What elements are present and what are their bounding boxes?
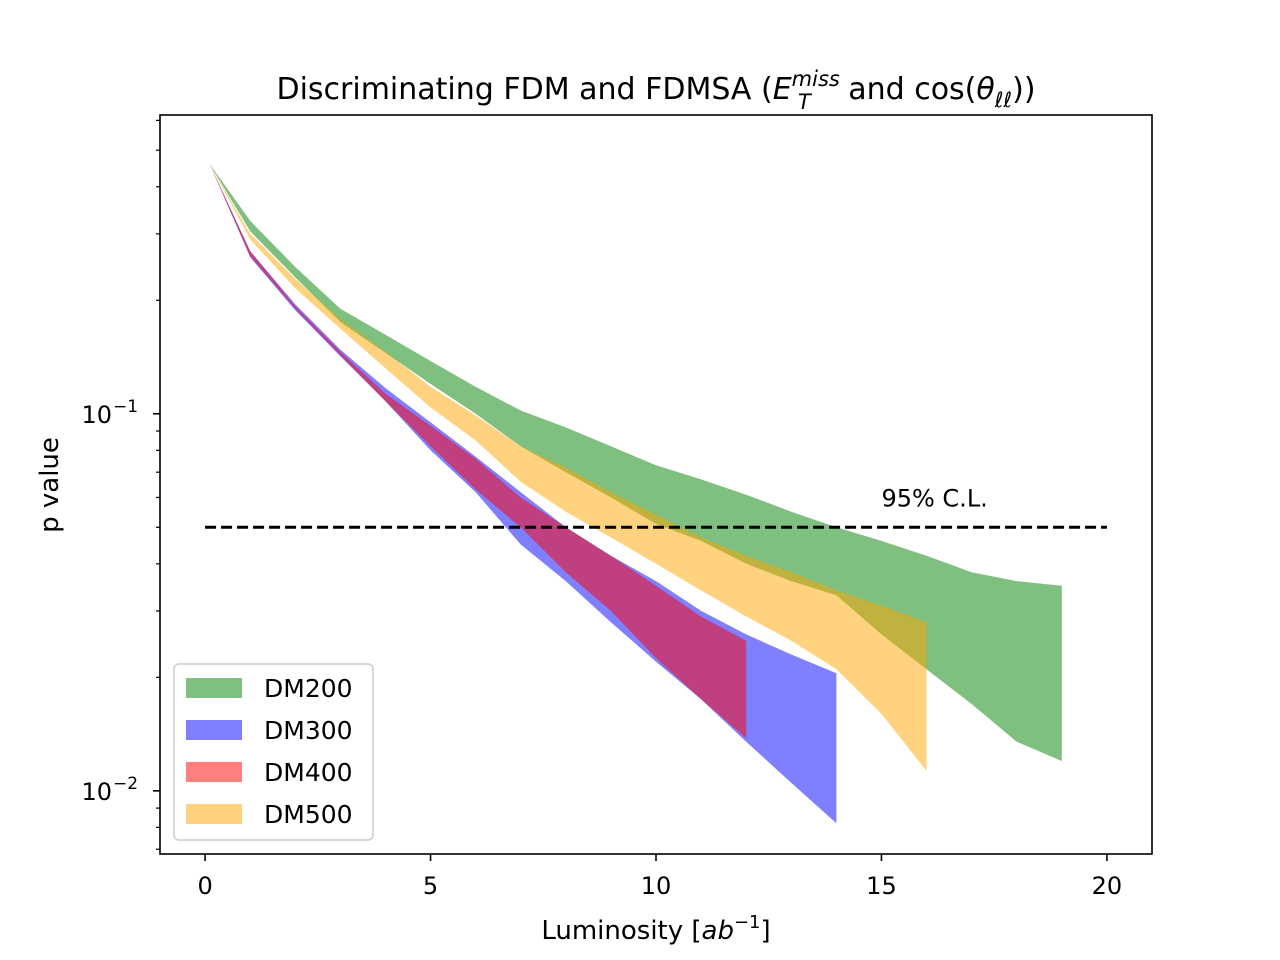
y-tick-label-exponent: −1 — [113, 397, 138, 417]
x-axis-label-exponent: −1 — [734, 912, 761, 933]
plot-frame — [159, 114, 1153, 855]
y-tick-label-base: 10 — [81, 401, 112, 429]
legend-label-dm200: DM200 — [264, 674, 353, 703]
legend-box — [173, 663, 374, 841]
title-superscript-miss: miss — [792, 67, 840, 91]
band-dm200 — [209, 163, 1062, 761]
x-axis-label-unit: ab — [702, 916, 734, 946]
legend-swatch-dm200 — [186, 678, 242, 698]
legend-label-dm500: DM500 — [264, 800, 353, 829]
x-tick-label: 0 — [197, 872, 212, 900]
x-axis-label-suffix: ] — [761, 916, 771, 946]
legend-label-dm400: DM400 — [264, 758, 353, 787]
title-theta-symbol: θ — [976, 72, 994, 107]
title-prefix: Discriminating FDM and FDMSA ( — [276, 72, 772, 107]
x-tick-label: 20 — [1092, 872, 1123, 900]
y-axis-label: p value — [35, 437, 65, 533]
title-subscript-t: T — [798, 90, 813, 114]
y-tick-label-base: 10 — [81, 778, 112, 806]
y-tick-label-exponent: −2 — [113, 774, 138, 794]
legend-label-dm300: DM300 — [264, 716, 353, 745]
legend-swatch-dm400 — [186, 762, 242, 782]
threshold-layer: 95% C.L. — [205, 484, 1107, 529]
x-axis-label: Luminosity [ab−1] — [541, 912, 770, 946]
title-suffix: )) — [1012, 72, 1035, 107]
title-subscript-ll: ℓℓ — [994, 88, 1012, 112]
title-e-symbol: E — [773, 72, 792, 107]
legend-swatch-dm300 — [186, 720, 242, 740]
x-axis-ticks: 0 5 10 15 20 — [197, 854, 1122, 900]
legend: DM200 DM300 DM400 DM500 — [173, 663, 374, 841]
x-tick-label: 15 — [866, 872, 897, 900]
legend-swatch-dm500 — [186, 804, 242, 824]
x-tick-label: 5 — [423, 872, 438, 900]
y-tick-label: 10 — [81, 778, 112, 806]
data-bands — [209, 163, 1062, 824]
chart-title: Discriminating FDM and FDMSA (Emiss T and… — [276, 67, 1035, 114]
y-tick-label: 10 — [81, 401, 112, 429]
x-tick-label: 10 — [641, 872, 672, 900]
y-axis-ticks: 10−110−2 — [81, 119, 160, 850]
threshold-label: 95% C.L. — [881, 484, 987, 512]
band-dm400 — [209, 163, 747, 739]
x-axis-label-prefix: Luminosity [ — [541, 916, 701, 946]
title-mid: and cos( — [839, 72, 977, 107]
